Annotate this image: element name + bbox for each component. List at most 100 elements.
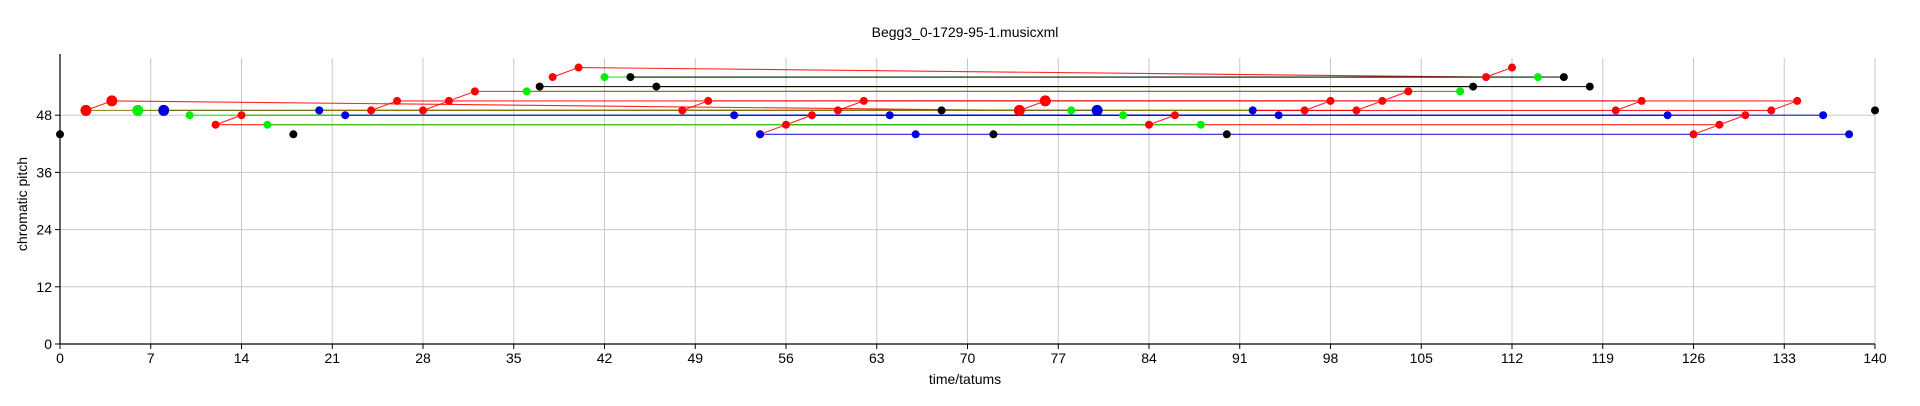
green-note-point bbox=[263, 120, 272, 129]
x-tick-label: 70 bbox=[960, 350, 976, 366]
red-note-point bbox=[470, 87, 479, 96]
x-tick-label: 84 bbox=[1141, 350, 1157, 366]
red-note-point bbox=[1378, 96, 1387, 105]
blue-note-point bbox=[1819, 111, 1828, 120]
red-note-link bbox=[1719, 114, 1746, 126]
red-note-point bbox=[1039, 95, 1051, 107]
x-tick-label: 98 bbox=[1323, 350, 1339, 366]
red-note-point bbox=[1300, 106, 1309, 115]
red-note-link bbox=[1304, 100, 1331, 111]
blue-note-point bbox=[158, 104, 170, 116]
black-note-point bbox=[56, 130, 64, 139]
red-note-point bbox=[574, 63, 583, 72]
green-note-point bbox=[1196, 120, 1205, 129]
red-note-link bbox=[111, 100, 1020, 111]
red-note-point bbox=[1326, 96, 1335, 105]
x-tick-label: 28 bbox=[415, 350, 431, 366]
x-tick-label: 63 bbox=[869, 350, 885, 366]
red-note-point bbox=[1611, 106, 1620, 115]
blue-note-point bbox=[1248, 106, 1257, 115]
x-tick-label: 105 bbox=[1410, 350, 1434, 366]
red-note-point bbox=[807, 111, 816, 120]
black-note-point bbox=[937, 106, 946, 115]
red-note-point bbox=[1170, 111, 1179, 120]
blue-note-point bbox=[1663, 111, 1672, 120]
red-note-point bbox=[367, 106, 376, 115]
red-note-point bbox=[1767, 106, 1776, 115]
x-tick-label: 126 bbox=[1682, 350, 1706, 366]
x-tick-label: 7 bbox=[147, 350, 155, 366]
red-note-point bbox=[419, 106, 427, 115]
red-note-point bbox=[1145, 120, 1153, 129]
red-note-point bbox=[1637, 96, 1646, 105]
y-tick-label: 24 bbox=[36, 222, 52, 238]
black-note-point bbox=[989, 130, 998, 139]
red-note-point bbox=[782, 120, 790, 129]
red-note-link bbox=[759, 124, 787, 135]
red-note-link bbox=[552, 67, 579, 78]
x-tick-label: 35 bbox=[506, 350, 522, 366]
y-tick-label: 48 bbox=[36, 107, 52, 123]
black-note-point bbox=[1222, 130, 1231, 139]
red-note-point bbox=[704, 96, 713, 105]
red-note-point bbox=[237, 111, 246, 120]
red-note-point bbox=[1352, 106, 1361, 115]
red-note-link bbox=[1485, 67, 1513, 78]
blue-note-point bbox=[911, 130, 920, 139]
red-note-point bbox=[859, 96, 868, 105]
x-tick-label: 91 bbox=[1232, 350, 1248, 366]
y-tick-label: 0 bbox=[44, 336, 52, 352]
blue-note-point bbox=[885, 111, 894, 120]
blue-note-point bbox=[341, 111, 350, 120]
x-tick-label: 119 bbox=[1592, 350, 1615, 366]
x-tick-label: 42 bbox=[597, 350, 613, 366]
red-note-link bbox=[1148, 114, 1176, 126]
green-note-point bbox=[1119, 111, 1128, 120]
red-note-point bbox=[106, 95, 118, 107]
x-tick-label: 49 bbox=[687, 350, 703, 366]
red-note-point bbox=[548, 73, 557, 82]
black-note-point bbox=[289, 130, 298, 139]
red-note-point bbox=[1715, 120, 1724, 129]
green-note-point bbox=[600, 73, 609, 82]
note-links-layer bbox=[85, 66, 1850, 135]
x-axis-label: time/tatums bbox=[929, 371, 1001, 387]
red-note-point bbox=[1013, 104, 1025, 116]
green-note-point bbox=[132, 104, 144, 116]
red-note-point bbox=[1741, 111, 1750, 120]
x-tick-label: 56 bbox=[778, 350, 794, 366]
x-tick-label: 112 bbox=[1501, 350, 1524, 366]
red-note-point bbox=[833, 106, 842, 115]
green-note-point bbox=[1456, 87, 1465, 96]
red-note-link bbox=[1356, 100, 1383, 111]
red-note-point bbox=[1689, 130, 1698, 139]
red-note-link bbox=[370, 100, 398, 111]
black-note-point bbox=[1585, 82, 1594, 91]
red-note-link bbox=[682, 100, 709, 111]
y-tick-label: 12 bbox=[36, 279, 52, 295]
red-note-point bbox=[1482, 73, 1491, 82]
red-note-link bbox=[448, 90, 476, 102]
y-tick-label: 36 bbox=[36, 164, 52, 180]
black-note-point bbox=[1871, 106, 1879, 115]
blue-note-point bbox=[756, 130, 765, 139]
black-note-point bbox=[1559, 73, 1568, 82]
chart-title: Begg3_0-1729-95-1.musicxml bbox=[872, 24, 1059, 40]
x-tick-label: 21 bbox=[324, 350, 340, 366]
x-tick-label: 133 bbox=[1773, 350, 1797, 366]
red-note-point bbox=[444, 96, 453, 105]
x-tick-label: 14 bbox=[234, 350, 250, 366]
x-tick-label: 140 bbox=[1863, 350, 1887, 366]
green-note-point bbox=[1533, 73, 1542, 82]
black-note-point bbox=[1469, 82, 1478, 91]
red-note-point bbox=[80, 104, 92, 116]
blue-note-point bbox=[1274, 111, 1283, 120]
red-note-point bbox=[1793, 96, 1802, 105]
y-axis-label: chromatic pitch bbox=[14, 157, 30, 251]
axis-layer: 0 7 14 21 28 35 42 49 56 63 70 77 84 91 98 105 112 119 126… bbox=[36, 54, 1887, 366]
x-tick-label: 0 bbox=[56, 350, 64, 366]
red-note-link bbox=[1382, 90, 1409, 102]
black-note-point bbox=[626, 73, 635, 82]
red-note-point bbox=[393, 96, 402, 105]
